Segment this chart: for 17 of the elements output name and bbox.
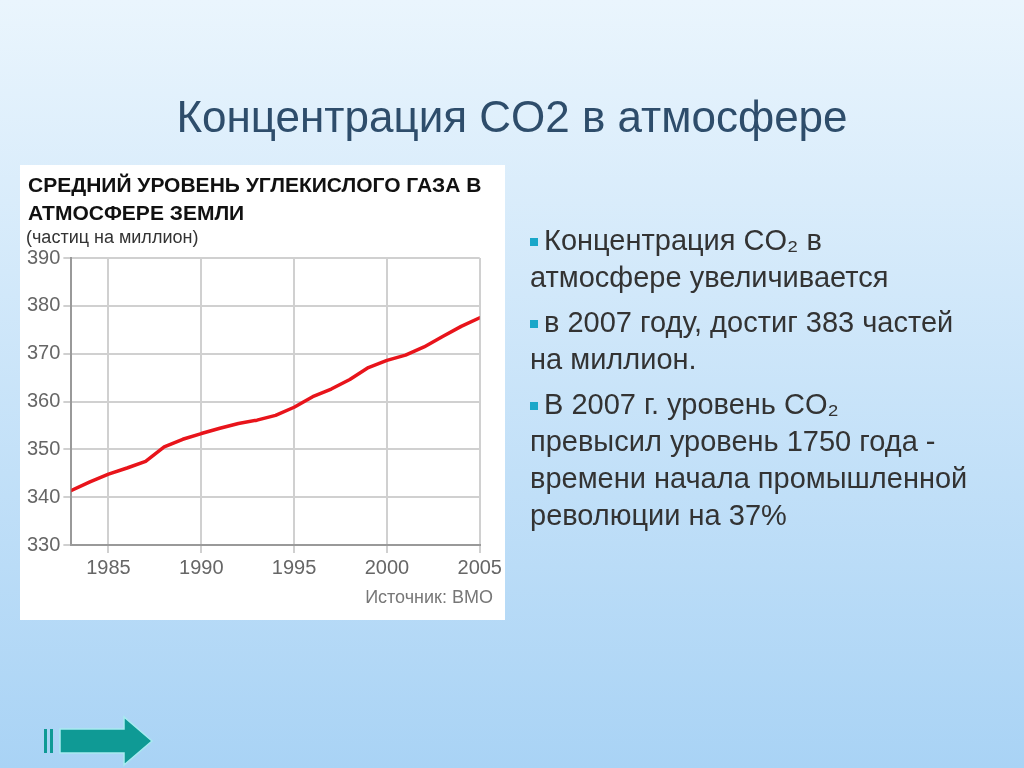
x-tick-label: 2005 bbox=[457, 555, 502, 578]
y-tick-label: 360 bbox=[26, 389, 61, 412]
x-tick-label: 1995 bbox=[271, 555, 317, 578]
y-tick-label: 380 bbox=[26, 293, 61, 316]
x-tick-label: 1985 bbox=[86, 555, 131, 578]
y-tick-label: 330 bbox=[26, 532, 61, 555]
text: Источник: ВМО bbox=[365, 587, 493, 608]
text: в 2007 году, достиг 383 частей на миллион. bbox=[530, 306, 954, 375]
y-tick-label: 370 bbox=[26, 341, 61, 364]
y-tick-label: 350 bbox=[26, 436, 61, 459]
chart-subtitle: СРЕДНИЙ УРОВЕНЬ УГЛЕКИСЛОГО ГАЗА В АТМОСФЕРЕ ЗЕМЛИ bbox=[28, 172, 483, 226]
x-tick-label: 1990 bbox=[179, 555, 224, 578]
y-tick-label: 340 bbox=[26, 484, 61, 507]
x-tick-label: 2000 bbox=[364, 555, 410, 578]
text: В 2007 г. уровень CO₂ превысил уровень 1750 года - времени начала промышленной революции на 37% bbox=[530, 388, 968, 531]
chart-title: Концентрация CO2 в атмосфере bbox=[175, 92, 849, 142]
y-axis-title: (частиц на миллион) bbox=[26, 227, 199, 248]
